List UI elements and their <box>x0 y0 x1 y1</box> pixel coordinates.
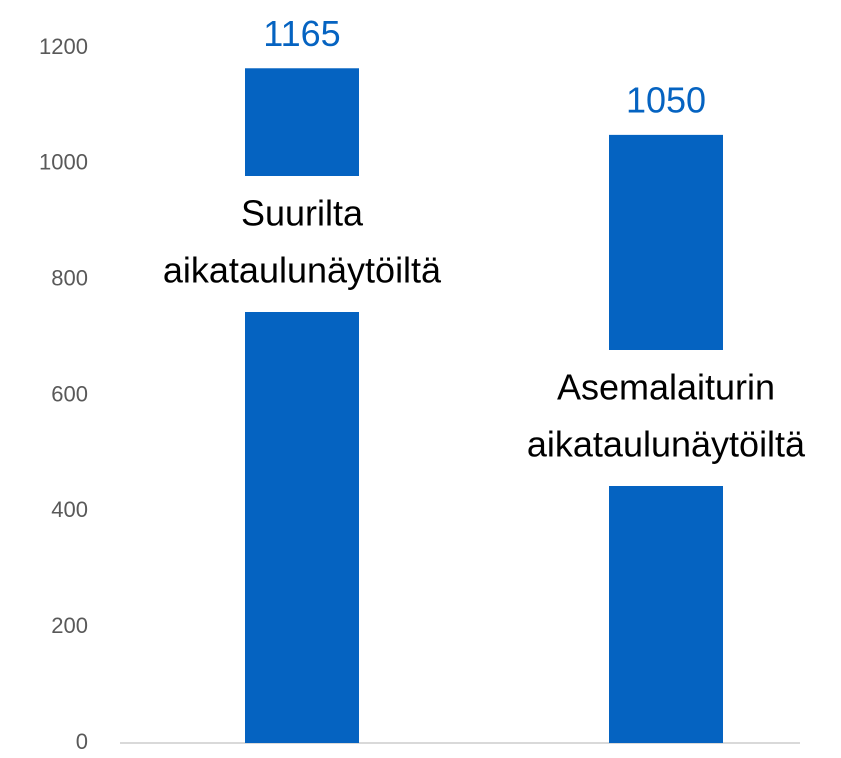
category-label: Asemalaiturin aikataulunäytöiltä <box>527 366 806 464</box>
bar <box>245 68 359 744</box>
y-tick-label: 1000 <box>39 150 88 175</box>
y-tick-label: 600 <box>51 381 88 406</box>
y-tick-label: 800 <box>51 265 88 290</box>
data-label: 1165 <box>263 13 340 54</box>
category-label: Suurilta aikataulunäytöiltä <box>163 192 442 290</box>
category-label-background <box>604 350 728 486</box>
data-label: 1050 <box>626 79 706 120</box>
y-tick-label: 1200 <box>39 34 88 59</box>
y-tick-label: 200 <box>51 613 88 638</box>
category-label-background <box>240 176 364 312</box>
y-tick-label: 400 <box>51 497 88 522</box>
y-tick-label: 0 <box>76 729 88 754</box>
